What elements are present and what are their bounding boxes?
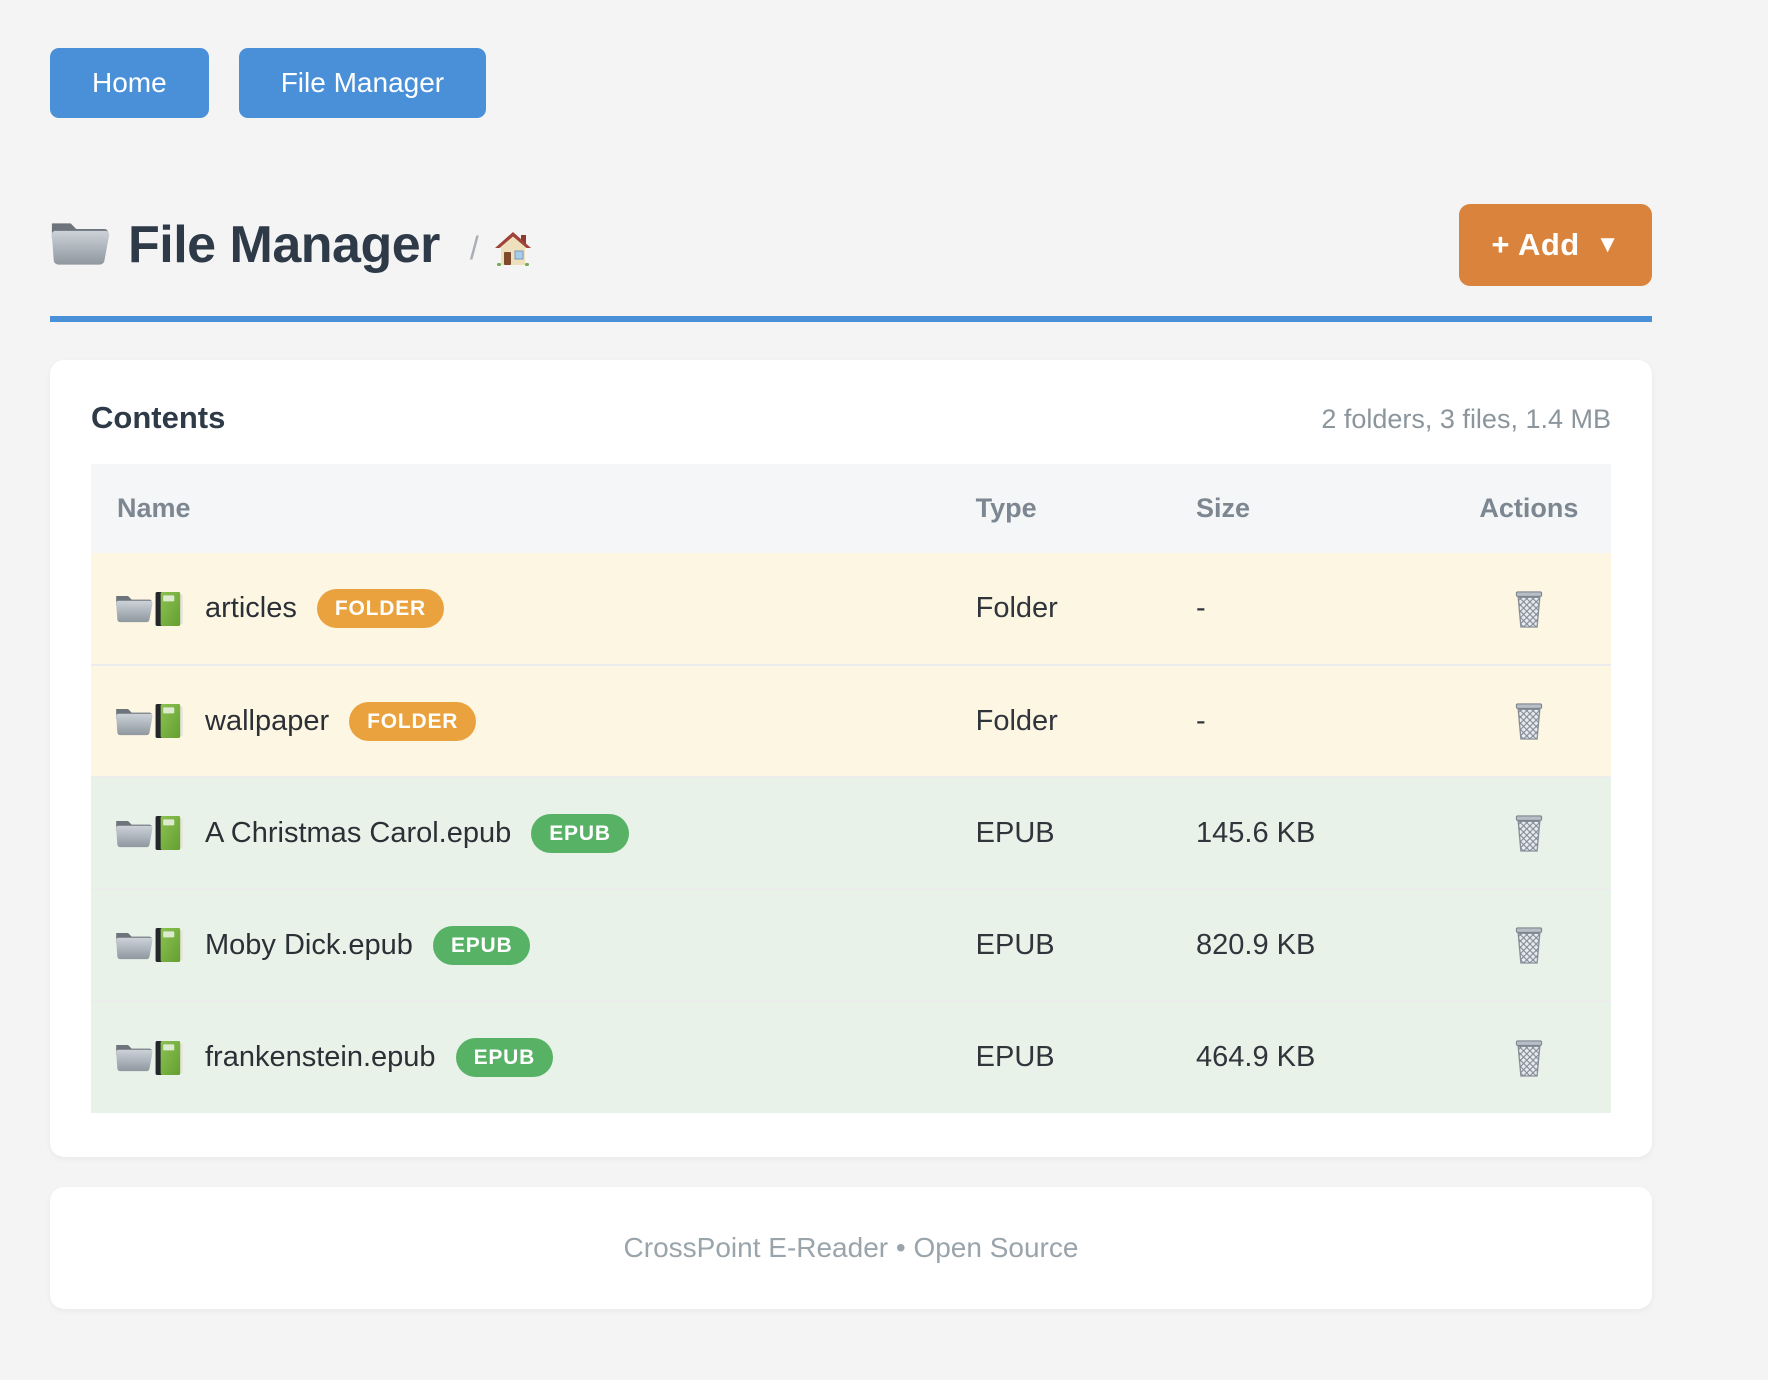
green-book-icon [153, 926, 187, 964]
file-badge: EPUB [531, 813, 629, 853]
delete-button[interactable] [1507, 585, 1551, 633]
add-button[interactable]: + Add ▼ [1459, 204, 1652, 286]
table-row[interactable]: articles FOLDER Folder - [91, 553, 1611, 665]
file-type: Folder [975, 664, 1197, 777]
home-icon [493, 230, 533, 268]
title-group: File Manager / [50, 215, 533, 275]
table-row[interactable]: A Christmas Carol.epub EPUB EPUB 145.6 K… [91, 776, 1611, 889]
trash-icon [1511, 813, 1547, 853]
contents-card-header: Contents 2 folders, 3 files, 1.4 MB [91, 400, 1611, 436]
top-nav: Home File Manager [50, 48, 1652, 118]
file-name: A Christmas Carol.epub [205, 816, 512, 849]
contents-summary: 2 folders, 3 files, 1.4 MB [1321, 404, 1611, 434]
breadcrumb-separator: / [469, 229, 479, 266]
file-name: frankenstein.epub [205, 1041, 436, 1073]
file-badge: FOLDER [349, 701, 477, 741]
column-header-name: Name [91, 464, 976, 553]
contents-title: Contents [91, 400, 226, 435]
delete-button[interactable] [1507, 697, 1551, 745]
contents-card: Contents 2 folders, 3 files, 1.4 MB Name… [50, 360, 1652, 1157]
folder-icon [115, 817, 153, 850]
folder-icon [115, 592, 153, 625]
trash-icon [1511, 589, 1547, 629]
green-book-icon [153, 590, 187, 628]
green-book-icon [153, 1039, 187, 1077]
folder-icon [115, 929, 153, 962]
delete-button[interactable] [1507, 921, 1551, 969]
file-name: wallpaper [205, 704, 330, 737]
column-header-size: Size [1196, 464, 1447, 553]
file-type: EPUB [975, 888, 1197, 1001]
column-header-actions: Actions [1446, 464, 1611, 553]
file-name: articles [205, 592, 297, 624]
chevron-down-icon: ▼ [1595, 231, 1620, 258]
green-book-icon [153, 814, 187, 852]
file-size: - [1196, 664, 1447, 777]
file-type: Folder [975, 553, 1197, 665]
file-size: 820.9 KB [1196, 888, 1447, 1001]
trash-icon [1511, 925, 1547, 965]
file-badge: EPUB [455, 1038, 554, 1077]
trash-icon [1511, 1038, 1547, 1078]
footer: CrossPoint E-Reader • Open Source [50, 1187, 1652, 1309]
file-size: 464.9 KB [1196, 1000, 1447, 1113]
breadcrumb-home-link[interactable] [493, 230, 533, 268]
folder-icon [115, 705, 153, 738]
file-type: EPUB [975, 1000, 1197, 1113]
table-header-row: Name Type Size Actions [91, 464, 1611, 553]
contents-table-body: articles FOLDER Folder - [91, 553, 1611, 1113]
trash-icon [1511, 701, 1547, 741]
table-row[interactable]: Moby Dick.epub EPUB EPUB 820.9 KB [91, 888, 1611, 1001]
file-size: 145.6 KB [1196, 776, 1447, 889]
contents-table: Name Type Size Actions [91, 464, 1611, 1113]
file-manager-page: Home File Manager File Manager / [50, 48, 1652, 1309]
page-title: File Manager [128, 216, 440, 274]
add-button-label: + Add [1491, 227, 1580, 262]
file-size: - [1196, 553, 1447, 665]
file-badge: FOLDER [316, 589, 444, 628]
green-book-icon [153, 702, 187, 740]
table-row[interactable]: wallpaper FOLDER Folder - [91, 664, 1611, 777]
nav-button-home[interactable]: Home [50, 48, 209, 118]
file-type: EPUB [975, 776, 1197, 889]
column-header-type: Type [975, 464, 1197, 553]
nav-button-file-manager[interactable]: File Manager [238, 48, 487, 118]
header-divider [50, 316, 1652, 322]
file-badge: EPUB [432, 925, 531, 965]
page-header: File Manager / + Add [50, 204, 1652, 286]
folder-icon [115, 1041, 153, 1074]
delete-button[interactable] [1507, 809, 1551, 857]
folder-icon [50, 217, 110, 274]
delete-button[interactable] [1507, 1034, 1551, 1082]
table-row[interactable]: frankenstein.epub EPUB EPUB 464.9 KB [91, 1000, 1611, 1113]
file-name: Moby Dick.epub [205, 928, 413, 961]
footer-text: CrossPoint E-Reader • Open Source [623, 1232, 1079, 1263]
